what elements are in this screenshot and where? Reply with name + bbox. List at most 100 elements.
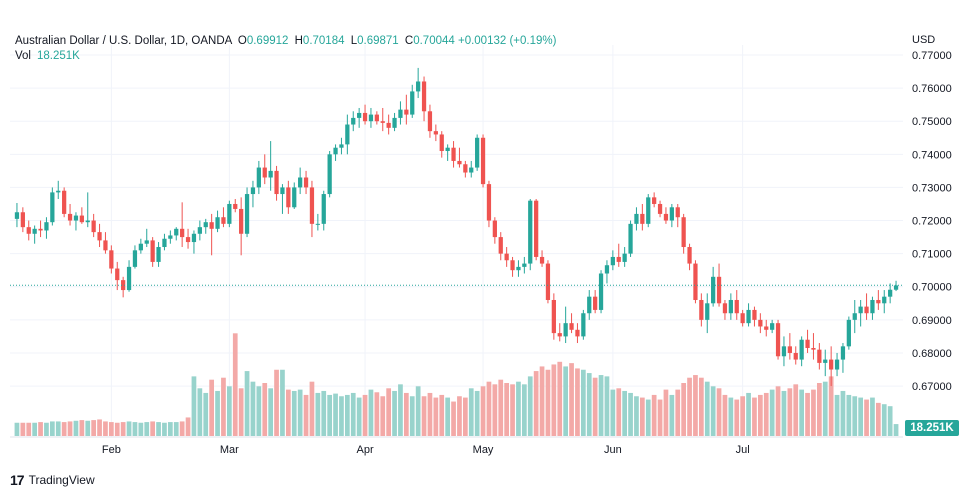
candle-body: [539, 256, 545, 264]
candle-body: [67, 213, 73, 221]
volume-bar: [781, 390, 787, 436]
volume-bar: [356, 397, 362, 436]
volume-bar: [639, 397, 645, 436]
volume-bar: [232, 333, 238, 436]
candle-body: [870, 299, 875, 314]
candle-body: [20, 212, 25, 228]
candle-body: [150, 240, 155, 262]
candle-body: [522, 263, 527, 267]
volume-bar: [875, 402, 881, 436]
volume-bar: [203, 392, 209, 436]
candle-body: [823, 359, 828, 363]
candle-body: [321, 194, 326, 224]
candle-body: [581, 313, 586, 337]
volume-bar: [38, 422, 43, 436]
candle-body: [191, 233, 197, 243]
volume-bar: [185, 417, 191, 436]
candle-body: [799, 339, 804, 360]
volume-bar: [445, 397, 451, 436]
x-tick-label: Mar: [220, 444, 239, 456]
candle-body: [162, 238, 167, 248]
candle-body: [669, 207, 674, 221]
candle-body: [380, 121, 385, 123]
volume-bar: [209, 379, 215, 436]
y-tick-label: 0.67000: [912, 381, 952, 393]
volume-bar: [716, 388, 722, 436]
volume-legend: Vol 18.251K: [15, 50, 80, 62]
x-tick-label: May: [473, 444, 494, 456]
candle-body: [569, 323, 574, 330]
volume-bar: [327, 394, 333, 436]
tradingview-logo-icon: 17: [10, 472, 25, 488]
volume-bar: [173, 422, 179, 436]
volume-bar: [67, 421, 73, 436]
candle-body: [457, 160, 462, 165]
candle-body: [628, 223, 633, 254]
candle-body: [587, 296, 592, 314]
candle-body: [681, 217, 686, 248]
volume-bar: [622, 390, 628, 436]
volume-bar: [398, 384, 403, 436]
footer-branding[interactable]: 17 TradingView: [10, 472, 95, 488]
candle-body: [357, 112, 362, 118]
candle-body: [486, 184, 492, 221]
candle-body: [598, 273, 604, 310]
candle-body: [492, 220, 497, 238]
candle-body: [185, 237, 191, 243]
candle-body: [770, 323, 775, 330]
candle-body: [144, 240, 149, 244]
candle-body: [221, 217, 226, 224]
candle-body: [663, 213, 669, 221]
candle-body: [233, 203, 238, 209]
volume-bar: [315, 392, 321, 436]
volume-bar: [55, 421, 61, 436]
volume-bar: [474, 390, 480, 436]
volume-bar: [651, 394, 657, 436]
volume-bar: [586, 373, 592, 436]
volume-bar: [49, 421, 55, 436]
y-tick-label: 0.68000: [912, 348, 952, 360]
candle-body: [840, 346, 846, 360]
volume-bar: [156, 422, 161, 436]
candle-body: [262, 167, 267, 178]
volume-bar: [539, 366, 545, 436]
volume-bar: [805, 392, 810, 436]
candle-body: [439, 134, 444, 152]
volume-bar: [516, 381, 521, 436]
candle-body: [893, 285, 899, 290]
y-tick-label: 0.70000: [912, 282, 952, 294]
volume-bar: [386, 388, 392, 436]
volume-badge: 18.251K: [905, 420, 959, 436]
x-tick-label: Apr: [356, 444, 373, 456]
volume-bar: [451, 401, 456, 436]
candle-body: [433, 131, 438, 135]
volume-bar: [592, 377, 598, 436]
volume-bar: [846, 394, 852, 436]
volume-bar: [734, 399, 740, 436]
volume-bar: [616, 388, 622, 436]
volume-bar: [893, 424, 899, 436]
volume-bar: [687, 377, 692, 436]
volume-bar: [551, 364, 557, 436]
volume-value: 18.251K: [37, 50, 80, 62]
candle-body: [298, 177, 303, 188]
volume-bar: [244, 371, 250, 436]
candle-body: [62, 190, 67, 214]
candle-body: [56, 190, 61, 193]
candle-body: [646, 197, 651, 224]
candle-body: [451, 147, 456, 161]
currency-label: USD: [912, 34, 936, 46]
volume-bar: [268, 388, 274, 436]
candle-body: [227, 203, 232, 224]
candle-body: [404, 109, 409, 115]
volume-bar: [834, 394, 840, 436]
candle-body: [793, 352, 798, 360]
candle-body: [85, 220, 90, 223]
volume-bar: [657, 399, 663, 436]
symbol-title: Australian Dollar / U.S. Dollar, 1D, OAN…: [15, 35, 232, 47]
volume-bar: [226, 386, 232, 436]
volume-bar: [162, 422, 167, 436]
volume-bar: [563, 366, 569, 436]
candle-body: [286, 187, 291, 208]
